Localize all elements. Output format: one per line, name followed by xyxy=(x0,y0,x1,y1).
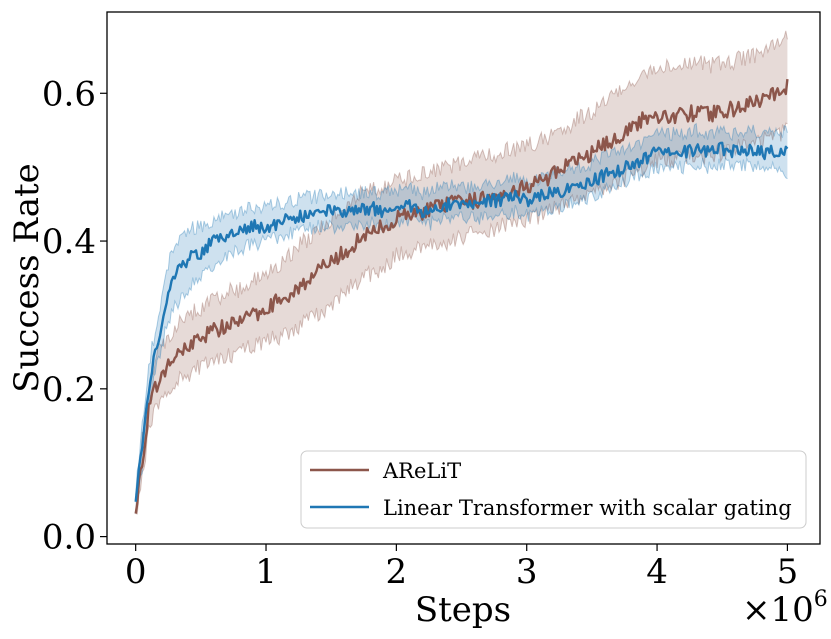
series-line-linear-transformer-with-scalar-gating xyxy=(134,141,789,502)
y-tick-label: 0.6 xyxy=(42,74,96,114)
y-axis-label: Success Rate xyxy=(7,163,47,393)
plot-frame xyxy=(106,11,821,545)
band-lower-edge-arelit xyxy=(135,122,788,515)
y-tick-label: 0.2 xyxy=(42,370,96,410)
x-multiplier-exponent: 6 xyxy=(814,587,828,612)
x-tick-label: 5 xyxy=(777,552,799,592)
legend: AReLiT Linear Transformer with scalar ga… xyxy=(300,450,807,529)
x-axis-label: Steps xyxy=(415,590,511,630)
x-axis: 0 1 2 3 4 5 xyxy=(125,544,798,592)
series-line-arelit xyxy=(134,78,789,514)
band-arelit xyxy=(135,30,788,514)
y-tick-label: 0.0 xyxy=(42,518,96,558)
y-axis: 0.0 0.2 0.4 0.6 xyxy=(42,74,107,558)
confidence-bands xyxy=(135,30,788,515)
band-upper-edge-arelit xyxy=(135,30,788,494)
x-tick-label: 4 xyxy=(646,552,668,592)
band-upper-edge-linear-transformer-with-scalar-gating xyxy=(135,122,788,496)
x-tick-label: 1 xyxy=(255,552,277,592)
x-multiplier-base: ×10 xyxy=(742,590,814,630)
x-tick-label: 3 xyxy=(516,552,538,592)
x-tick-label: 2 xyxy=(386,552,408,592)
legend-label-arelit: AReLiT xyxy=(382,459,461,483)
band-lower-edge-linear-transformer-with-scalar-gating xyxy=(135,156,788,514)
x-tick-label: 0 xyxy=(125,552,147,592)
y-tick-label: 0.4 xyxy=(42,222,96,262)
series-lines xyxy=(134,78,789,514)
x-multiplier-label: ×106 xyxy=(742,587,828,630)
legend-box xyxy=(300,450,807,529)
legend-label-linear-transformer: Linear Transformer with scalar gating xyxy=(383,496,792,520)
